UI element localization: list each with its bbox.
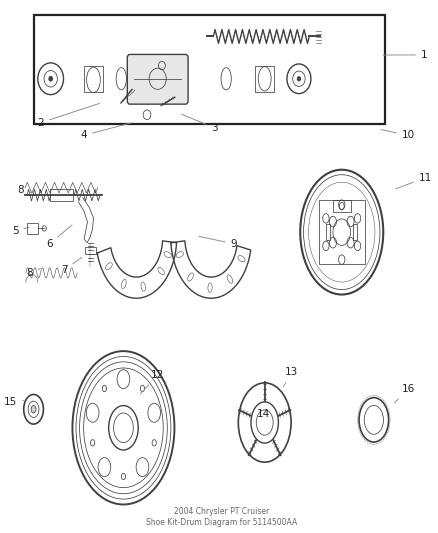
Text: 13: 13	[283, 367, 298, 387]
Text: 6: 6	[46, 225, 72, 249]
Ellipse shape	[31, 406, 36, 413]
Text: 10: 10	[381, 130, 415, 140]
Bar	[27, 223, 38, 233]
Bar	[34, 15, 385, 124]
Text: 4: 4	[81, 123, 131, 140]
Bar	[85, 247, 95, 254]
FancyBboxPatch shape	[127, 54, 188, 104]
Bar	[319, 200, 364, 264]
Bar	[333, 200, 350, 212]
Text: 9: 9	[199, 237, 237, 249]
Text: 5: 5	[12, 225, 29, 236]
Bar	[326, 224, 331, 240]
Text: 16: 16	[394, 384, 415, 403]
Text: 14: 14	[257, 402, 271, 418]
Text: 8: 8	[18, 185, 33, 195]
Text: 12: 12	[140, 370, 164, 394]
Circle shape	[297, 76, 301, 82]
Text: 2004 Chrysler PT Cruiser
Shoe Kit-Drum Diagram for 5114500AA: 2004 Chrysler PT Cruiser Shoe Kit-Drum D…	[146, 507, 297, 527]
Bar	[353, 224, 357, 240]
Bar	[255, 66, 274, 92]
Bar	[84, 66, 103, 92]
Text: 11: 11	[396, 173, 432, 189]
Circle shape	[48, 76, 53, 82]
Text: 2: 2	[38, 103, 99, 128]
Text: 8: 8	[26, 268, 40, 278]
Text: 7: 7	[61, 257, 82, 274]
Text: 3: 3	[182, 114, 218, 133]
Text: 15: 15	[4, 397, 24, 407]
Text: 1: 1	[383, 50, 427, 60]
Bar	[50, 189, 73, 201]
